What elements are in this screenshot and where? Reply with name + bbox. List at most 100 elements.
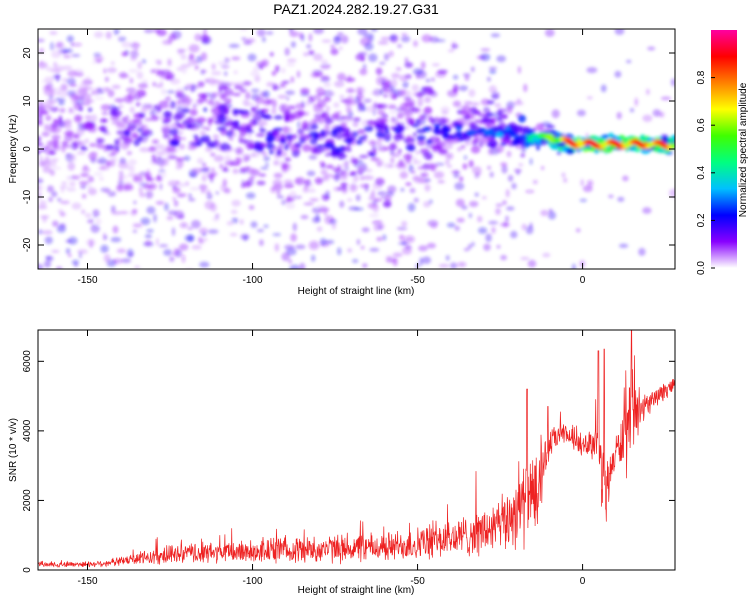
spectrogram-cell — [638, 247, 646, 256]
spectrogram-cell — [271, 100, 278, 107]
spectrogram-cell — [430, 77, 435, 82]
spectrogram-cell — [314, 177, 324, 185]
spectrogram-cell — [271, 70, 277, 76]
spectrogram-cell — [645, 88, 650, 95]
spectrogram-cell — [346, 106, 352, 114]
spectrogram-cell — [363, 134, 368, 140]
spectrogram-cell — [127, 173, 137, 178]
spectrogram-cell — [535, 123, 545, 131]
spectrogram-cell — [200, 69, 208, 74]
spectrogram-cell — [503, 138, 511, 144]
spectrogram-cell — [618, 243, 629, 248]
x-tick-label: 0 — [580, 576, 586, 587]
spectrogram-cell — [82, 164, 89, 171]
spectrogram-cell — [334, 80, 345, 88]
spectrogram-cell — [92, 209, 100, 218]
spectrogram-cell — [502, 200, 507, 205]
spectrogram-cell — [316, 226, 323, 232]
spectrogram-cell — [331, 116, 342, 120]
spectrogram-cell — [97, 126, 108, 131]
spectrogram-cell — [103, 68, 107, 74]
spectrogram-cell — [114, 98, 125, 103]
spectrogram-cell — [323, 82, 332, 88]
spectrogram-cell — [389, 110, 398, 114]
spectrogram-cell — [94, 96, 105, 101]
spectrogram-cell — [223, 72, 228, 77]
spectrogram-cell — [525, 189, 535, 194]
spectrogram-cell — [119, 157, 127, 164]
spectrogram-cell — [175, 157, 185, 162]
spectrogram-cell — [118, 104, 124, 109]
spectrogram-cell — [203, 107, 207, 112]
spectrogram-cell — [38, 177, 44, 185]
spectrogram-cell — [211, 167, 215, 172]
spectrogram-cell — [215, 191, 219, 195]
spectrogram-cell — [491, 226, 496, 234]
spectrogram-cell — [137, 61, 143, 70]
spectrogram-cell — [295, 244, 306, 250]
y-tick-label: 2000 — [22, 489, 33, 512]
spectrogram-cell — [161, 128, 171, 133]
spectrogram-cell — [352, 178, 358, 184]
spectrogram-cell — [352, 259, 359, 263]
spectrogram-cell — [56, 41, 64, 48]
spectrogram-cell — [259, 128, 267, 133]
spectrogram-cell — [433, 171, 445, 179]
spectrogram-cell — [478, 113, 485, 118]
spectrogram-cell — [247, 121, 256, 128]
spectrogram-x-axis: -150 -100 -50 0 — [77, 29, 586, 286]
spectrogram-cell — [226, 221, 234, 226]
spectrogram-cell — [601, 134, 611, 138]
spectrogram-cell — [123, 95, 134, 103]
spectrogram-cell — [622, 175, 629, 182]
spectrogram-cell — [61, 65, 73, 71]
spectrogram-cell — [529, 158, 533, 165]
spectrogram-cell — [481, 196, 487, 200]
spectrogram-cell — [501, 130, 510, 135]
spectrogram-cell — [336, 152, 347, 160]
spectrogram-cell — [368, 140, 377, 146]
spectrogram-cell — [323, 211, 328, 217]
spectrogram-cell — [346, 88, 355, 93]
spectrogram-cell — [146, 229, 154, 233]
spectrogram-cell — [326, 146, 330, 154]
spectrogram-cell — [306, 44, 312, 49]
spectrogram-cell — [296, 109, 305, 117]
spectrogram-cell — [459, 176, 464, 182]
spectrogram-cell — [442, 132, 450, 138]
spectrogram-cell — [95, 144, 106, 149]
spectrogram-cell — [184, 234, 195, 242]
spectrogram-cell — [290, 233, 297, 242]
spectrogram-cell — [212, 134, 220, 140]
spectrogram-cell — [500, 162, 508, 167]
spectrogram-cell — [518, 114, 526, 123]
spectrogram-cell — [80, 147, 88, 151]
spectrogram-cell — [146, 206, 156, 215]
spectrogram-cell — [255, 96, 265, 105]
spectrogram-cell — [66, 175, 71, 181]
spectrogram-cell — [513, 168, 522, 173]
spectrogram-cell — [283, 179, 293, 184]
spectrogram-cell — [207, 173, 214, 179]
spectrogram-cell — [453, 121, 458, 125]
spectrogram-cell — [497, 124, 509, 131]
spectrogram-cell — [538, 129, 546, 134]
spectrogram-cell — [482, 119, 493, 124]
spectrogram-cell — [212, 216, 220, 222]
spectrogram-cell — [412, 68, 424, 76]
spectrogram-cell — [478, 227, 488, 234]
spectrogram-cell — [132, 208, 138, 214]
spectrogram-cell — [42, 166, 52, 173]
spectrogram-cell — [128, 68, 139, 73]
spectrogram-cell — [207, 99, 214, 105]
spectrogram-cell — [38, 190, 42, 194]
spectrogram-cell — [397, 44, 403, 48]
spectrogram-cell — [243, 80, 251, 87]
spectrogram-cell — [541, 139, 549, 146]
spectrogram-cell — [139, 192, 146, 198]
spectrogram-cell — [375, 104, 383, 108]
spectrogram-cell — [308, 188, 316, 193]
spectrogram-cell — [320, 75, 330, 80]
spectrogram-cell — [317, 92, 325, 96]
spectrogram-cell — [354, 207, 364, 211]
